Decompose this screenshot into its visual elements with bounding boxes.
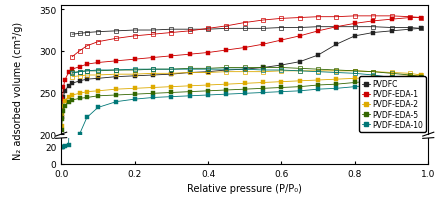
X-axis label: Relative pressure (P/P₀): Relative pressure (P/P₀) — [187, 183, 302, 193]
Legend: PVDFC, PVDF-EDA-1, PVDF-EDA-2, PVDF-EDA-5, PVDF-EDA-10: PVDFC, PVDF-EDA-1, PVDF-EDA-2, PVDF-EDA-… — [359, 77, 426, 132]
Text: N₂ adsorbed volume (cm³/g): N₂ adsorbed volume (cm³/g) — [13, 21, 23, 159]
